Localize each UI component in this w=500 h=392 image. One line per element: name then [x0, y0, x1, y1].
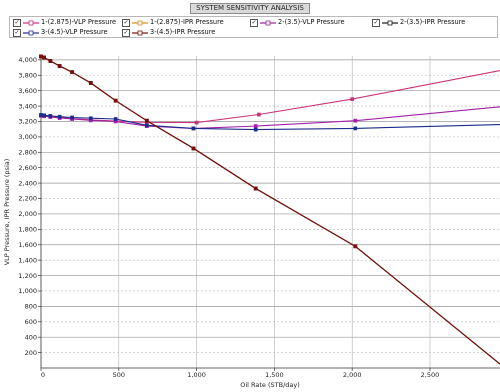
series-marker-5	[253, 127, 258, 132]
y-tick-label: 2,800	[18, 148, 37, 156]
y-tick-label: 1,400	[18, 256, 37, 264]
y-tick-label: 1,600	[18, 241, 37, 249]
x-axis-label: Oil Rate (STB/day)	[240, 381, 300, 389]
swatch-marker	[137, 30, 143, 35]
series-marker-5	[144, 123, 149, 128]
series-marker-5	[88, 116, 93, 121]
grid-layer	[41, 56, 500, 368]
y-tick-label: 600	[25, 318, 37, 326]
series-marker-6	[144, 118, 149, 123]
legend-checkbox-icon[interactable]: ✓	[13, 18, 21, 27]
series-marker-6	[48, 59, 53, 63]
legend-item-series-1[interactable]: ✓ 1-(2.875)-VLP Pressure	[13, 18, 116, 27]
series-marker-1	[350, 97, 355, 101]
swatch-marker	[265, 20, 271, 25]
series-line-3	[41, 106, 500, 129]
y-tick-label: 3,400	[18, 102, 37, 110]
series-marker-3	[353, 118, 358, 123]
y-tick-label: 3,800	[18, 71, 37, 79]
series-marker-5	[42, 113, 46, 118]
series-marker-1	[256, 112, 261, 117]
series-marker-6	[70, 70, 74, 75]
series-marker-5	[70, 115, 74, 120]
x-tick-label: 1,000	[187, 371, 206, 379]
legend-checkbox-icon[interactable]: ✓	[122, 28, 130, 37]
swatch-marker	[28, 30, 34, 35]
marker-layer	[39, 54, 358, 249]
series-marker-6	[57, 64, 62, 68]
x-tick-label: 0	[41, 371, 45, 379]
swatch-marker	[137, 20, 143, 25]
y-tick-label: 200	[25, 349, 37, 357]
legend-line-swatch	[382, 20, 398, 25]
series-marker-5	[353, 126, 358, 131]
legend-label: 3-(4.5)-IPR Pressure	[150, 28, 216, 36]
legend-line-swatch	[23, 20, 39, 25]
legend-line-swatch	[132, 20, 148, 25]
y-tick-label: 400	[25, 333, 37, 341]
series-marker-1	[194, 120, 199, 125]
legend-item-series-6[interactable]: ✓ 3-(4.5)-IPR Pressure	[122, 28, 215, 37]
legend-checkbox-icon[interactable]: ✓	[13, 28, 21, 37]
series-marker-6	[39, 54, 43, 59]
y-tick-label: 1,000	[18, 287, 37, 295]
legend-line-swatch	[260, 20, 276, 25]
legend-line-swatch	[132, 30, 148, 35]
chart-title: SYSTEM SENSITIVITY ANALYSIS	[190, 3, 310, 14]
legend-item-series-4[interactable]: ✓ 2-(3.5)-IPR Pressure	[372, 18, 465, 27]
legend-label: 1-(2.875)-IPR Pressure	[150, 18, 224, 26]
x-tick-label: 2,000	[343, 371, 362, 379]
series-line-6	[41, 55, 500, 365]
series-line-2	[41, 55, 500, 365]
x-tick-label: 1,500	[265, 371, 284, 379]
y-tick-label: 3,600	[18, 87, 37, 95]
legend-item-series-2[interactable]: ✓ 1-(2.875)-IPR Pressure	[122, 18, 224, 27]
y-tick-label: 4,000	[18, 56, 37, 64]
y-tick-label: 3,200	[18, 118, 37, 126]
series-marker-6	[88, 81, 93, 85]
axes-layer	[38, 56, 500, 371]
series-marker-5	[39, 113, 43, 117]
y-tick-label: 2,000	[18, 210, 37, 218]
legend-item-series-5[interactable]: ✓ 3-(4.5)-VLP Pressure	[13, 28, 108, 37]
series-marker-6	[191, 146, 196, 151]
legend-label: 1-(2.875)-VLP Pressure	[41, 18, 116, 26]
legend-item-series-3[interactable]: ✓ 2-(3.5)-VLP Pressure	[250, 18, 345, 27]
series-marker-5	[48, 114, 53, 118]
legend-label: 3-(4.5)-VLP Pressure	[41, 28, 108, 36]
y-axis-label: VLP Pressure, IPR Pressure (psia)	[3, 159, 11, 266]
y-tick-label: 800	[25, 303, 37, 311]
y-tick-label: 2,600	[18, 164, 37, 172]
legend-checkbox-icon[interactable]: ✓	[372, 18, 380, 27]
legend-label: 2-(3.5)-VLP Pressure	[278, 18, 345, 26]
series-marker-5	[113, 117, 118, 121]
y-tick-label: 3,000	[18, 133, 37, 141]
legend-line-swatch	[23, 30, 39, 35]
series-marker-6	[42, 55, 46, 60]
series-line-4	[41, 55, 500, 365]
x-tick-label: 2,500	[421, 371, 440, 379]
swatch-marker	[387, 20, 393, 25]
x-tick-label: 500	[113, 371, 125, 379]
series-layer	[41, 55, 500, 365]
legend: ✓ 1-(2.875)-VLP Pressure ✓ 1-(2.875)-IPR P…	[9, 16, 498, 38]
series-line-5	[41, 114, 500, 131]
y-tick-label: 1,200	[18, 272, 37, 280]
series-marker-6	[113, 98, 118, 103]
swatch-marker	[28, 20, 34, 25]
legend-checkbox-icon[interactable]: ✓	[122, 18, 130, 27]
tick-label-layer: 200 400 600 800 1,000 1,200 1,400 1,600 1,800 2,0…	[18, 56, 439, 379]
legend-checkbox-icon[interactable]: ✓	[250, 18, 258, 27]
y-tick-label: 1,800	[18, 226, 37, 234]
series-marker-6	[253, 186, 258, 191]
series-marker-6	[353, 244, 358, 249]
y-tick-label: 2,200	[18, 195, 37, 203]
series-marker-5	[191, 126, 196, 131]
legend-label: 2-(3.5)-IPR Pressure	[400, 18, 466, 26]
y-tick-label: 2,400	[18, 179, 37, 187]
series-marker-5	[57, 114, 62, 119]
series-marker-3	[253, 124, 258, 128]
